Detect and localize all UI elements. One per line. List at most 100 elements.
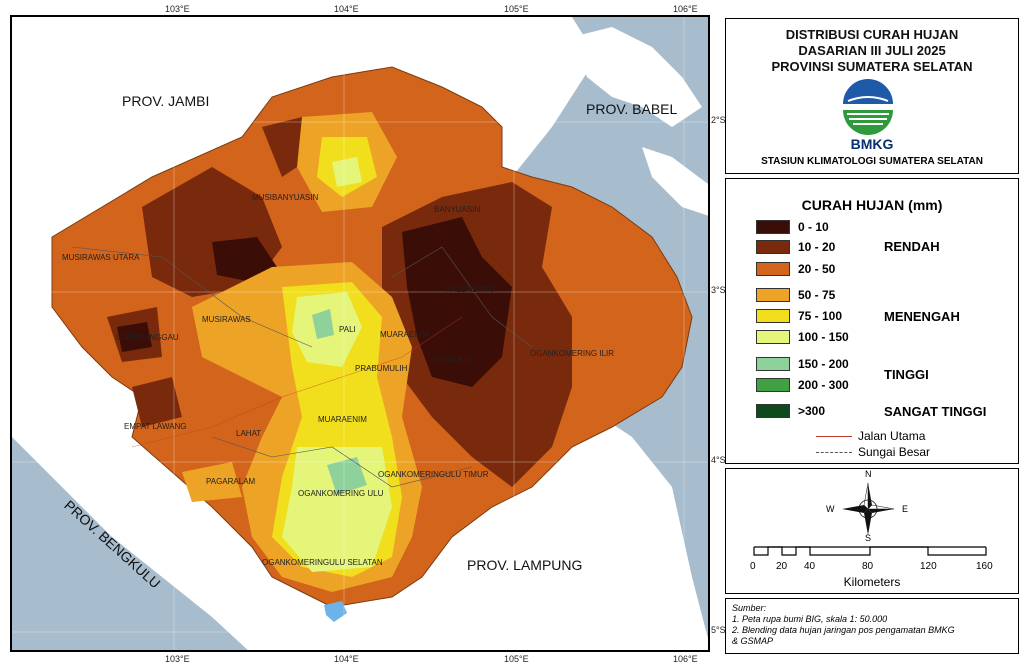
legend-item: 200 - 300	[756, 377, 849, 393]
map-title-line3: PROVINSI SUMATERA SELATAN	[771, 59, 973, 74]
label-region: LAHAT	[236, 429, 262, 438]
legend-item: >300	[756, 403, 825, 419]
river-lines	[71, 246, 533, 488]
source-heading: Sumber:	[732, 603, 767, 613]
label-region: MUARAENIM	[380, 330, 429, 339]
label-prov-jambi: PROV. JAMBI	[122, 93, 210, 109]
scale-tick: 20	[776, 561, 788, 572]
legend-label: 150 - 200	[798, 357, 849, 371]
label-prov-babel: PROV. BABEL	[586, 101, 678, 117]
zone-150-200-pali	[312, 309, 334, 339]
lon-tick-bottom: 103°E	[165, 654, 190, 664]
scale-unit: Kilometers	[843, 575, 901, 589]
legend-item: 50 - 75	[756, 287, 835, 303]
label-region: OGAN ILIR	[432, 355, 473, 364]
legend-swatch	[756, 357, 790, 371]
zone-0-10-c	[117, 322, 152, 352]
zone-100-150-north	[332, 157, 362, 187]
legend-swatch	[756, 288, 790, 302]
source-panel: Sumber: 1. Peta rupa bumi BIG, skala 1: …	[725, 598, 1019, 654]
category-rendah: RENDAH	[884, 239, 940, 254]
label-region: PALEMBANG	[446, 285, 496, 294]
source-line: & GSMAP	[732, 636, 774, 646]
rainfall-map[interactable]: PROV. JAMBI PROV. BABEL PROV. LAMPUNG PR…	[10, 15, 710, 652]
road-lines	[131, 316, 463, 448]
label-region: OGANKOMERINGULU SELATAN	[262, 558, 383, 567]
legend-label: 20 - 50	[798, 262, 836, 276]
scale-tick: 160	[976, 561, 993, 572]
label-region: PRABUMULIH	[355, 364, 408, 373]
label-region: LUBUKLINGGAU	[116, 333, 179, 342]
label-prov-lampung: PROV. LAMPUNG	[467, 557, 583, 573]
legend-swatch	[756, 404, 790, 418]
legend-swatch	[756, 220, 790, 234]
label-region: PAGARALAM	[206, 477, 256, 486]
label-region: MUSIRAWAS	[202, 315, 251, 324]
label-region: MUSIBANYUASIN	[252, 193, 319, 202]
lon-tick-top: 104°E	[334, 4, 359, 14]
legend-label: 10 - 20	[798, 240, 836, 254]
label-region: PALI	[339, 325, 356, 334]
legend-swatch	[756, 262, 790, 276]
legend-swatch	[756, 240, 790, 254]
map-canvas	[12, 17, 708, 650]
legend-label: 200 - 300	[798, 378, 849, 392]
zone-0-10-b	[402, 217, 512, 387]
legend-road: Jalan Utama	[816, 429, 925, 443]
zone-10-20-empat	[132, 377, 182, 427]
lake-ranau	[324, 601, 347, 622]
zone-150-200-south	[327, 457, 367, 495]
map-title-line1: DISTRIBUSI CURAH HUJAN	[785, 27, 959, 42]
lat-tick-right: 4°S	[711, 455, 726, 465]
scale-tick: 0	[750, 561, 756, 572]
label-region: MUSIRAWAS UTARA	[62, 253, 140, 262]
station-name: STASIUN KLIMATOLOGI SUMATERA SELATAN	[761, 156, 983, 167]
legend-label: 50 - 75	[798, 288, 836, 302]
zone-0-10-a	[212, 237, 277, 282]
legend-item: 0 - 10	[756, 219, 829, 235]
category-sangat-tinggi: SANGAT TINGGI	[884, 404, 987, 419]
land-small-island	[642, 147, 708, 216]
legend-swatch	[756, 330, 790, 344]
legend-swatch	[756, 309, 790, 323]
road-label: Jalan Utama	[858, 429, 926, 443]
title-panel: DISTRIBUSI CURAH HUJAN DASARIAN III JULI…	[725, 18, 1019, 174]
graticule	[12, 17, 708, 650]
lon-tick-top: 106°E	[673, 4, 698, 14]
land-babel	[572, 27, 702, 127]
label-region: OGANKOMERINGULU TIMUR	[378, 470, 489, 479]
label-region: BANYUASIN	[434, 205, 481, 214]
lon-tick-top: 103°E	[165, 4, 190, 14]
river-label: Sungai Besar	[858, 445, 931, 459]
legend-item: 20 - 50	[756, 261, 835, 277]
legend-label: 0 - 10	[798, 220, 829, 234]
compass-south: S	[865, 533, 872, 543]
scale-ticks: 0 20 40 80 120 160	[750, 561, 993, 573]
scale-tick: 40	[804, 561, 816, 572]
scale-tick: 120	[920, 561, 937, 572]
lon-tick-bottom: 105°E	[504, 654, 529, 664]
legend-river: Sungai Besar	[816, 445, 930, 459]
compass-east: E	[902, 504, 909, 514]
source-line: 2. Blending data hujan jaringan pos peng…	[732, 625, 955, 635]
lon-tick-bottom: 104°E	[334, 654, 359, 664]
scale-panel: N S W E 0 20 40 80 120 160 Kilometers	[725, 468, 1019, 594]
source-line: 1. Peta rupa bumi BIG, skala 1: 50.000	[732, 614, 888, 624]
legend-swatch	[756, 378, 790, 392]
river-line-icon	[816, 451, 852, 453]
legend-panel: CURAH HUJAN (mm) 0 - 10 10 - 20 20 - 50 …	[725, 178, 1019, 464]
legend-label: 75 - 100	[798, 309, 843, 323]
label-region: OGANKOMERING ILIR	[530, 349, 615, 358]
legend-item: 150 - 200	[756, 356, 849, 372]
lon-tick-top: 105°E	[504, 4, 529, 14]
road-line-icon	[816, 435, 852, 437]
lat-tick-right: 2°S	[711, 115, 726, 125]
legend-title: CURAH HUJAN (mm)	[801, 197, 943, 213]
lon-tick-bottom: 106°E	[673, 654, 698, 664]
legend-label: >300	[798, 404, 826, 418]
legend-item: 75 - 100	[756, 308, 842, 324]
category-menengah: MENENGAH	[884, 309, 960, 324]
map-title-line2: DASARIAN III JULI 2025	[798, 43, 946, 58]
label-region: MUARAENIM	[318, 415, 367, 424]
legend-item: 100 - 150	[756, 329, 849, 345]
